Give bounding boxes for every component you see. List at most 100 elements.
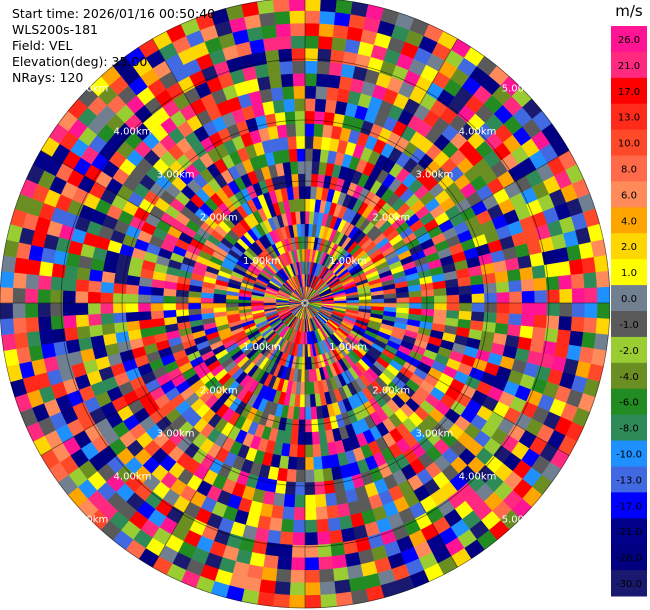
colorbar-tick-label: -21.0 [616, 527, 642, 538]
ppi-gate [292, 519, 306, 533]
ppi-gate [471, 293, 485, 304]
colorbar-tick-label: 26.0 [618, 35, 640, 46]
ppi-gate [556, 329, 572, 346]
ppi-gate [408, 296, 423, 304]
colorbar-tick-label: 8.0 [621, 165, 637, 176]
ppi-gate [334, 579, 351, 595]
ppi-gate [150, 294, 164, 304]
ppi-gate [175, 296, 189, 304]
ppi-gate [396, 291, 410, 299]
ppi-gate [304, 519, 318, 533]
ppi-gate [251, 51, 268, 67]
ppi-gate [458, 310, 473, 321]
ppi-gate [24, 288, 39, 304]
colorbar-block [611, 77, 647, 105]
colorbar-tick-label: 0.0 [621, 294, 637, 305]
ppi-gate [316, 518, 330, 533]
ppi-gate [137, 294, 151, 304]
ppi-gate [521, 290, 535, 304]
ppi-gate [137, 285, 152, 296]
ppi-gate [304, 494, 316, 508]
ppi-gate [288, 443, 298, 458]
ppi-gate [292, 186, 300, 200]
range-ring-label: 5.00km [70, 83, 108, 94]
range-ring-label: 3.00km [157, 170, 195, 181]
colorbar-block [611, 492, 647, 519]
ppi-gate [62, 314, 77, 329]
ppi-gate [298, 406, 306, 421]
colorbar-tick-label: -8.0 [619, 424, 639, 435]
ppi-gate [304, 394, 311, 408]
colorbar-tick-label: 1.0 [621, 268, 637, 279]
ppi-gate [296, 148, 306, 162]
range-ring-label: 2.00km [200, 385, 238, 396]
range-ring-label: 2.00km [372, 385, 410, 396]
ppi-gate [298, 419, 306, 433]
ppi-gate [290, 557, 306, 571]
ppi-gate [310, 419, 319, 433]
ppi-gate [294, 98, 306, 112]
ppi-gate [304, 0, 322, 12]
ppi-gate [266, 529, 282, 545]
ppi-gate [283, 493, 296, 508]
ppi-gate [482, 272, 497, 285]
ppi-gate [126, 320, 141, 332]
ppi-gate [257, 591, 275, 607]
ppi-gate [274, 581, 291, 596]
ppi-gate [421, 289, 435, 298]
ppi-gate [313, 468, 324, 483]
ppi-gate [238, 302, 252, 307]
ppi-gate [314, 493, 327, 508]
ppi-gate [12, 272, 27, 289]
ppi-gate [581, 257, 597, 274]
colorbar-tick-label: -10.0 [616, 450, 642, 461]
ppi-gate [327, 74, 342, 89]
ppi-gate [571, 288, 586, 304]
colorbar-block [611, 544, 647, 571]
ppi-gate [286, 123, 297, 138]
ppi-gate [162, 302, 176, 311]
ppi-gate [125, 311, 140, 322]
ppi-gate [304, 569, 320, 584]
ppi-gate [276, 35, 292, 50]
ppi-gate [304, 444, 314, 458]
ppi-gate [304, 98, 316, 112]
ppi-gate [276, 556, 292, 571]
ppi-gate [584, 287, 598, 304]
ppi-gate [304, 582, 321, 596]
ppi-gate [90, 334, 106, 349]
ppi-gate [0, 270, 15, 288]
ppi-gate [75, 302, 89, 316]
ppi-gate [508, 313, 523, 326]
ppi-gate [521, 302, 535, 316]
ppi-gate [304, 507, 317, 521]
ppi-gate [470, 284, 485, 295]
ppi-gate [568, 330, 584, 348]
ppi-gate [200, 307, 214, 315]
ppi-grid-lines [0, 0, 610, 609]
ppi-gate [568, 258, 584, 276]
ppi-gate [13, 257, 29, 274]
ppi-gate [336, 502, 351, 518]
ppi-gate [304, 135, 314, 149]
ppi-gate [62, 277, 77, 292]
ppi-gate [312, 443, 322, 458]
range-ring-label: 5.00km [502, 515, 540, 526]
ppi-gate [332, 566, 350, 582]
ppi-gate [296, 457, 306, 471]
range-ring-label: 1.00km [243, 256, 281, 267]
ppi-gate [320, 455, 332, 470]
ppi-gate [25, 316, 40, 333]
ppi-gate [0, 286, 14, 304]
ppi-gate [304, 185, 312, 200]
ppi-gate [292, 73, 306, 87]
ppi-gate [459, 294, 473, 304]
ppi-gate [288, 0, 306, 12]
colorbar-block [611, 518, 647, 545]
ppi-gate [76, 325, 91, 340]
ppi-gate [312, 148, 322, 163]
ppi-gate [294, 110, 306, 124]
ppi-gate [495, 281, 510, 294]
instrument-label: WLS200s-181 [12, 22, 98, 37]
ppi-gate [87, 313, 102, 326]
